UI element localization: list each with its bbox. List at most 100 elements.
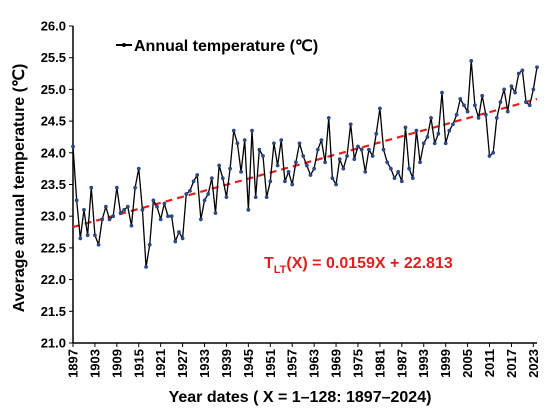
x-tick-label: 1933	[197, 349, 212, 378]
y-tick-label: 21.5	[41, 304, 66, 319]
legend: Annual temperature (℃)	[116, 38, 318, 55]
data-point	[487, 154, 492, 158]
x-tick-label: 1939	[219, 349, 234, 378]
x-tick-label: 1993	[416, 349, 431, 378]
data-point	[96, 242, 101, 247]
data-point	[370, 154, 375, 158]
data-point	[410, 176, 415, 181]
data-point	[337, 157, 342, 162]
data-point	[421, 141, 426, 146]
data-point	[133, 185, 138, 190]
x-axis-title: Year dates ( X = 1–128: 1897–2024)	[169, 389, 432, 406]
data-point	[177, 230, 181, 234]
data-point	[348, 122, 353, 127]
data-point	[82, 207, 86, 212]
data-point	[315, 147, 320, 152]
data-point	[436, 131, 441, 136]
data-point	[377, 106, 382, 111]
x-tick-label: 1987	[394, 349, 409, 378]
legend-marker-swatch	[122, 43, 126, 47]
data-point	[356, 144, 360, 149]
data-point	[323, 160, 327, 165]
data-point	[129, 223, 134, 228]
data-point	[290, 182, 295, 187]
data-point	[107, 217, 112, 222]
data-point	[363, 169, 368, 174]
data-point	[78, 236, 83, 241]
data-point	[319, 138, 324, 143]
data-point	[531, 87, 536, 92]
x-tick-label: 1957	[285, 349, 300, 378]
y-tick-label: 26.0	[41, 19, 66, 34]
data-point	[301, 154, 306, 158]
x-tick-label: 2023	[526, 349, 541, 378]
data-point	[392, 176, 397, 181]
data-point	[334, 182, 338, 187]
data-point	[502, 87, 507, 92]
data-point	[469, 58, 474, 63]
data-point	[209, 176, 214, 181]
data-point	[414, 128, 419, 133]
series-line	[72, 60, 538, 268]
data-point	[513, 90, 517, 95]
data-point	[527, 103, 532, 108]
data-point	[447, 128, 452, 133]
x-tick-label: 1915	[131, 349, 146, 378]
data-point	[198, 217, 203, 222]
data-point	[279, 138, 284, 143]
data-point	[151, 198, 156, 203]
data-point	[535, 65, 539, 70]
data-point	[250, 128, 254, 133]
data-point	[341, 166, 346, 171]
data-point	[425, 135, 430, 139]
data-point	[480, 93, 485, 98]
data-point	[140, 207, 145, 212]
data-point	[403, 125, 408, 130]
data-point	[213, 211, 218, 215]
data-point	[85, 233, 90, 238]
y-axis-title: Average annual temperature (℃)	[11, 64, 28, 313]
x-tick-label: 1969	[329, 349, 344, 378]
x-tick-labels: 1897 1903 1909 1915 1921 1927 1933 1939 1945 1951…	[66, 349, 541, 378]
data-point	[191, 179, 196, 184]
trendline-group	[72, 97, 538, 229]
data-point	[509, 84, 514, 89]
data-point	[166, 214, 170, 219]
data-point	[516, 71, 521, 76]
data-point	[494, 116, 499, 120]
data-point	[144, 265, 148, 269]
y-tick-label: 25.0	[41, 82, 66, 97]
data-point	[304, 163, 309, 168]
x-tick-label: 1921	[153, 349, 168, 378]
data-point	[293, 160, 298, 165]
data-point	[100, 217, 105, 222]
data-point	[374, 131, 379, 136]
series-group	[71, 58, 539, 269]
x-tick-label: 2005	[460, 349, 475, 378]
y-tick-label: 23.0	[41, 209, 66, 224]
axes	[69, 25, 537, 347]
data-point	[257, 147, 262, 152]
data-point	[465, 109, 470, 114]
data-point	[188, 188, 192, 193]
data-point	[458, 97, 463, 101]
x-tick-label: 1999	[438, 349, 453, 378]
data-point	[114, 185, 119, 190]
data-point	[147, 242, 152, 247]
x-tick-label: 1903	[87, 349, 102, 378]
data-point	[122, 207, 127, 212]
data-point	[275, 163, 280, 168]
x-tick-label: 1945	[241, 349, 256, 378]
data-point	[111, 214, 116, 219]
data-point	[162, 201, 167, 206]
data-point	[74, 198, 79, 203]
data-point	[352, 157, 357, 162]
x-tick-label: 1927	[175, 349, 190, 378]
data-point	[206, 192, 211, 196]
data-point	[125, 204, 130, 209]
data-point	[407, 166, 412, 171]
data-point	[217, 163, 222, 168]
data-point	[155, 204, 159, 209]
data-point	[136, 166, 141, 171]
data-point	[308, 173, 313, 177]
